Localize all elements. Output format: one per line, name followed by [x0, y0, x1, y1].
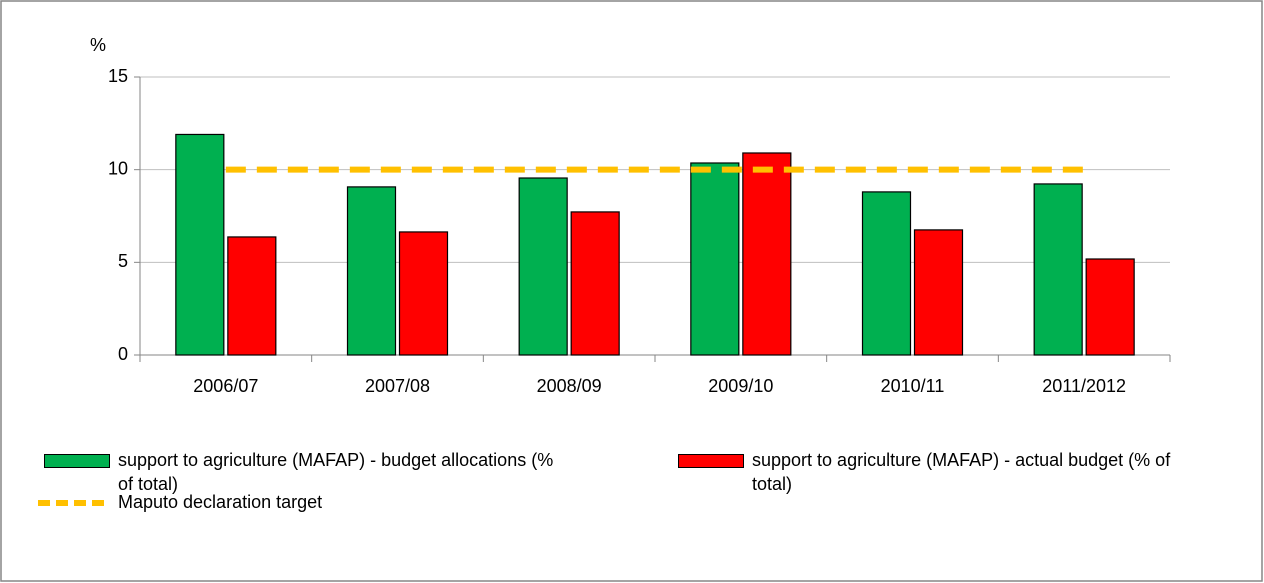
bar — [690, 162, 740, 356]
x-tick-label: 2011/2012 — [1042, 376, 1126, 396]
legend-item — [678, 448, 744, 472]
bar — [227, 236, 277, 356]
legend-swatch — [678, 454, 744, 469]
y-tick-label: 0 — [118, 344, 128, 364]
y-tick-label: 10 — [108, 158, 128, 178]
x-tick-label: 2010/11 — [881, 376, 945, 396]
bar — [175, 133, 225, 356]
y-tick-label: 5 — [118, 251, 128, 271]
x-tick-label: 2006/07 — [193, 376, 258, 396]
x-tick-label: 2008/09 — [537, 376, 602, 396]
bar — [518, 177, 568, 356]
bar — [861, 191, 912, 356]
y-axis-label: % — [90, 35, 106, 55]
legend-swatch — [38, 500, 104, 507]
legend-swatch — [44, 454, 110, 469]
x-tick-label: 2009/10 — [708, 376, 773, 396]
y-tick-label: 15 — [108, 66, 128, 86]
bar — [346, 186, 397, 356]
x-tick-label: 2007/08 — [365, 376, 430, 396]
bar — [742, 152, 792, 356]
bar — [1033, 183, 1083, 356]
bar — [398, 231, 449, 356]
legend-item — [38, 490, 104, 514]
legend-label: support to agriculture (MAFAP) - budget … — [118, 450, 554, 494]
legend-label: Maputo declaration target — [118, 492, 323, 512]
legend-item — [44, 448, 110, 472]
bar — [570, 211, 620, 356]
legend-label: support to agriculture (MAFAP) - actual … — [752, 450, 1171, 494]
bar — [913, 229, 964, 356]
bar — [1085, 258, 1135, 356]
